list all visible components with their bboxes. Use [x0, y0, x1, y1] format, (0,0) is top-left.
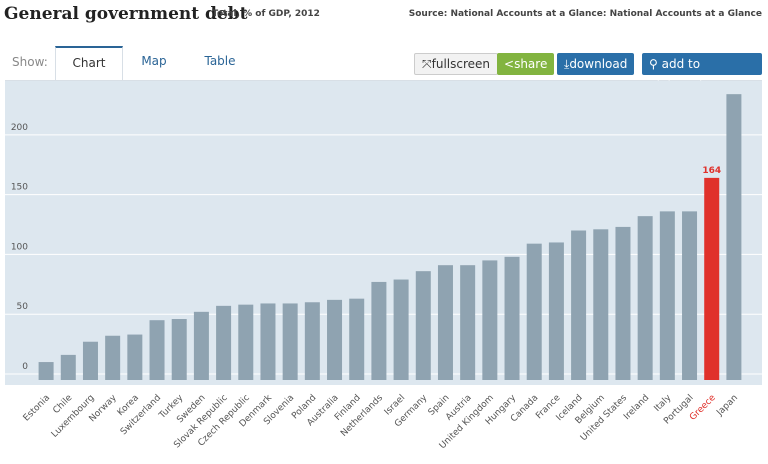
bar — [149, 320, 165, 380]
bar — [460, 265, 476, 380]
bar — [548, 242, 564, 380]
x-tick-label: Ireland — [622, 393, 651, 422]
bar — [327, 299, 343, 380]
bar — [349, 298, 365, 380]
bar — [726, 94, 742, 380]
bar — [437, 265, 453, 380]
bar — [282, 303, 298, 380]
bar — [637, 216, 653, 380]
y-tick-label: 100 — [11, 242, 28, 252]
title: General government debt — [4, 4, 248, 24]
button[interactable]: ⤓download — [557, 53, 635, 75]
button-label: download — [569, 57, 628, 71]
subtitle: Total, % of GDP, 2012 — [212, 9, 320, 19]
data-label: 164 — [702, 166, 721, 176]
button[interactable]: <share — [497, 53, 555, 75]
bar — [526, 243, 542, 380]
bar — [393, 279, 409, 380]
tab[interactable]: Table — [204, 54, 236, 68]
bar — [105, 335, 121, 380]
y-tick-label: 150 — [11, 183, 28, 193]
bar — [482, 260, 498, 380]
bar — [504, 256, 520, 380]
tab[interactable]: Map — [141, 54, 167, 68]
bar — [238, 304, 254, 380]
bar — [127, 334, 143, 380]
bar — [171, 319, 187, 380]
bar — [216, 305, 232, 380]
toolbar: Show: Chart Map Table ⤧fullscreen <share… — [5, 46, 762, 93]
y-tick-label: 0 — [22, 362, 28, 372]
bar — [193, 311, 209, 380]
bar — [615, 226, 631, 380]
bar — [704, 177, 720, 380]
y-tick-label: 50 — [17, 302, 29, 312]
button[interactable]: ⤧fullscreen — [414, 53, 498, 75]
source: Source: National Accounts at a Glance: N… — [408, 9, 762, 19]
bar — [260, 303, 276, 380]
bar — [82, 341, 98, 380]
bar — [682, 211, 698, 380]
bar — [60, 354, 76, 380]
bar — [571, 230, 587, 380]
show-label: Show: — [12, 55, 48, 69]
button-label: share — [514, 57, 548, 71]
y-tick-label: 200 — [11, 123, 28, 133]
bar — [593, 229, 609, 380]
x-tick-label: Japan — [714, 393, 740, 419]
bar — [38, 362, 54, 380]
tab[interactable]: Chart — [55, 46, 123, 80]
bar — [304, 302, 320, 380]
x-tick-label: Estonia — [22, 393, 53, 424]
bar — [415, 271, 431, 380]
button-label: fullscreen — [431, 57, 490, 71]
bar — [371, 281, 387, 380]
bar — [659, 211, 675, 380]
